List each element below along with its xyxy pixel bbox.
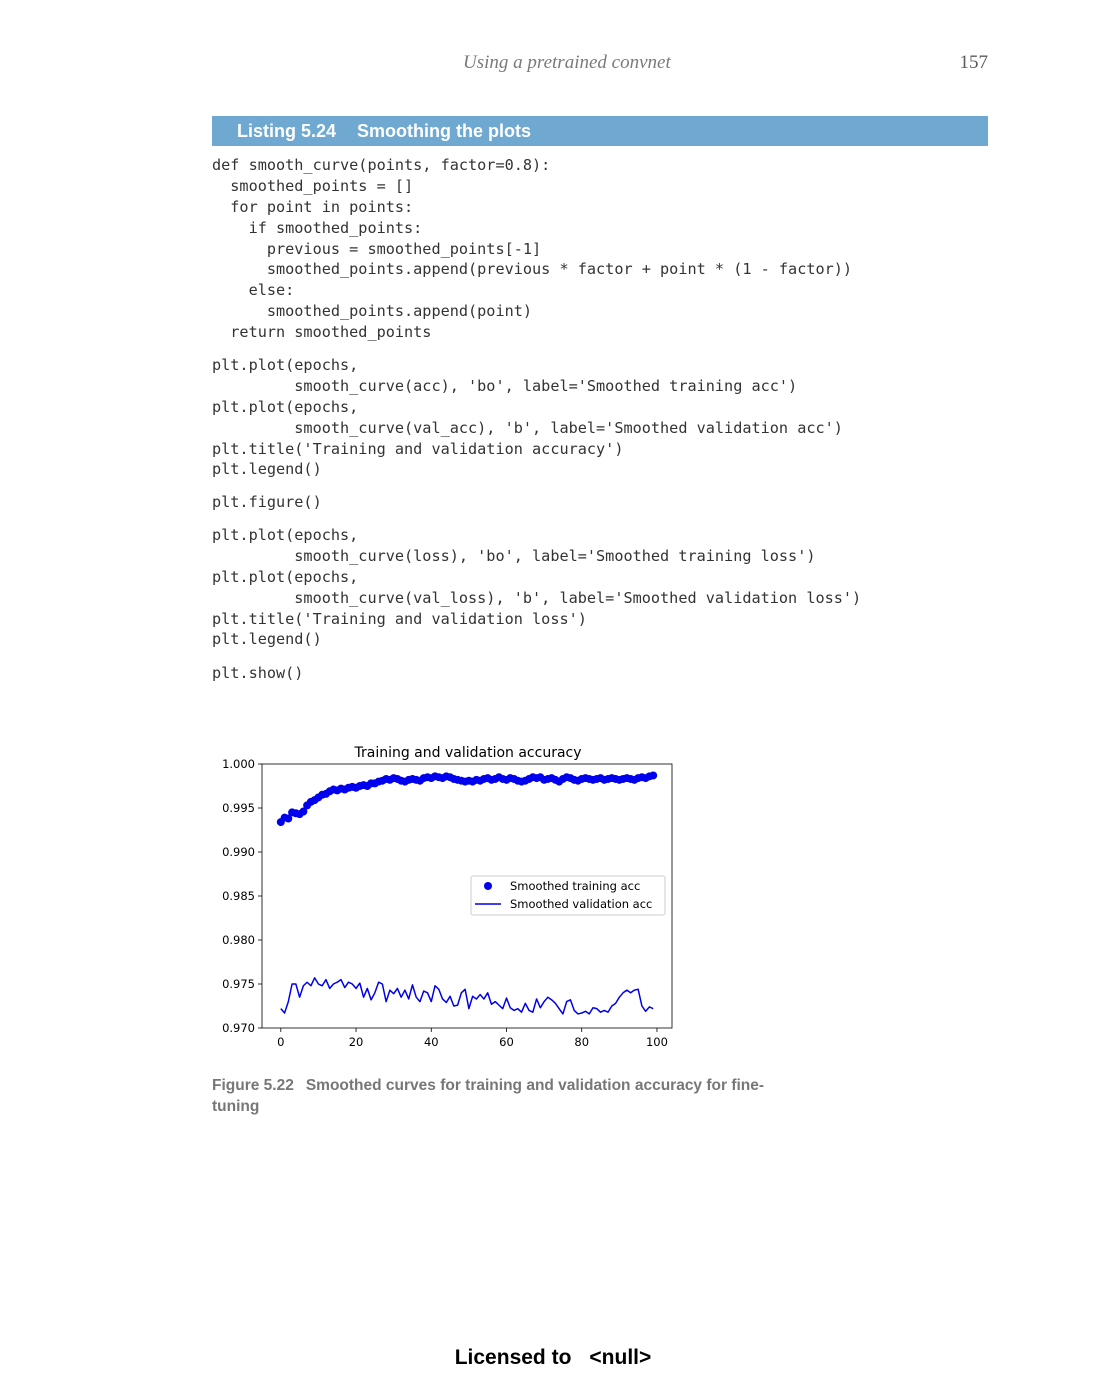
- legend-label-training: Smoothed training acc: [510, 879, 640, 893]
- code-line: plt.plot(epochs,: [212, 567, 359, 586]
- legend-marker-training: [484, 882, 492, 890]
- x-tick-label: 100: [646, 1035, 668, 1049]
- code-line: smoothed_points.append(point): [212, 302, 533, 321]
- code-line: previous = smoothed_points[-1]: [212, 239, 542, 258]
- y-tick-label: 0.995: [222, 801, 255, 815]
- listing-number: Listing 5.24: [237, 121, 337, 141]
- code-line: def smooth_curve(points, factor=0.8):: [212, 156, 551, 174]
- code-line: if smoothed_points:: [212, 218, 423, 237]
- y-axis: 0.970 0.975 0.980 0.985 0.990 0.995 1.000: [222, 757, 262, 1035]
- figure-label: Figure 5.22: [212, 1077, 294, 1094]
- listing-caption: Smoothing the plots: [357, 121, 531, 141]
- code-line: smoothed_points = []: [212, 176, 414, 195]
- code-block-accuracy-plot: plt.plot(epochs, smooth_curve(acc), 'bo'…: [212, 355, 843, 480]
- code-line: plt.plot(epochs,: [212, 356, 359, 374]
- page-number: 157: [959, 52, 989, 73]
- code-line: for point in points:: [212, 197, 414, 216]
- legend: Smoothed training acc Smoothed validatio…: [470, 875, 666, 916]
- running-head: Using a pretrained convnet 157: [0, 52, 1106, 78]
- x-tick-label: 40: [424, 1035, 439, 1049]
- legend-label-validation: Smoothed validation acc: [510, 897, 652, 911]
- code-line: plt.title('Training and validation loss'…: [212, 609, 587, 628]
- code-line: plt.show(): [212, 664, 304, 682]
- x-axis: 0 20 40 60 80 100: [277, 1028, 668, 1049]
- figure-caption-text: Smoothed curves for training and validat…: [212, 1077, 765, 1115]
- y-tick-label: 0.985: [222, 889, 255, 903]
- code-line: plt.plot(epochs,: [212, 526, 359, 544]
- license-user: <null>: [589, 1346, 652, 1369]
- code-line: plt.title('Training and validation accur…: [212, 439, 624, 458]
- validation-acc-line: [280, 977, 654, 1015]
- code-line: plt.legend(): [212, 630, 322, 649]
- x-tick-label: 0: [277, 1035, 284, 1049]
- x-tick-label: 20: [349, 1035, 364, 1049]
- code-line: return smoothed_points: [212, 323, 432, 342]
- figure-caption: Figure 5.22 Smoothed curves for training …: [212, 1075, 772, 1117]
- license-footer: Licensed to <null>: [0, 1346, 1106, 1370]
- accuracy-chart-svg: Training and validation accuracy 0.9700.…: [222, 745, 673, 1049]
- x-tick-label: 60: [499, 1035, 514, 1049]
- code-line: smooth_curve(val_loss), 'b', label='Smoo…: [212, 588, 862, 607]
- code-block-loss-plot: plt.plot(epochs, smooth_curve(loss), 'bo…: [212, 525, 861, 650]
- chart-title: Training and validation accuracy: [353, 745, 581, 761]
- code-line: plt.legend(): [212, 460, 322, 479]
- y-tick-label: 0.990: [222, 845, 255, 859]
- code-line: else:: [212, 281, 295, 300]
- code-line: plt.figure(): [212, 493, 322, 511]
- series-layer: [276, 771, 658, 1015]
- code-block-show: plt.show(): [212, 663, 303, 684]
- training-acc-point: [284, 814, 293, 823]
- y-tick-label: 0.980: [222, 933, 255, 947]
- y-tick-label: 0.975: [222, 977, 255, 991]
- license-text: Licensed to: [454, 1346, 572, 1369]
- code-line: smooth_curve(acc), 'bo', label='Smoothed…: [212, 376, 798, 395]
- code-line: smooth_curve(val_acc), 'b', label='Smoot…: [212, 418, 843, 437]
- running-head-title: Using a pretrained convnet: [463, 52, 671, 73]
- y-tick-label: 1.000: [222, 757, 255, 771]
- listing-header: Listing 5.24 Smoothing the plots: [212, 116, 988, 146]
- training-acc-point: [649, 771, 658, 780]
- y-tick-label: 0.970: [222, 1021, 255, 1035]
- code-line: smoothed_points.append(previous * factor…: [212, 260, 853, 279]
- legend-box: [470, 875, 666, 916]
- x-tick-label: 80: [574, 1035, 589, 1049]
- code-line: plt.plot(epochs,: [212, 397, 359, 416]
- accuracy-chart: Training and validation accuracy 0.970 0.…: [212, 735, 682, 1055]
- code-line: smooth_curve(loss), 'bo', label='Smoothe…: [212, 546, 816, 565]
- code-block-figure: plt.figure(): [212, 492, 322, 513]
- code-block-smooth-curve: def smooth_curve(points, factor=0.8): sm…: [212, 155, 852, 343]
- training-acc-point: [299, 807, 308, 816]
